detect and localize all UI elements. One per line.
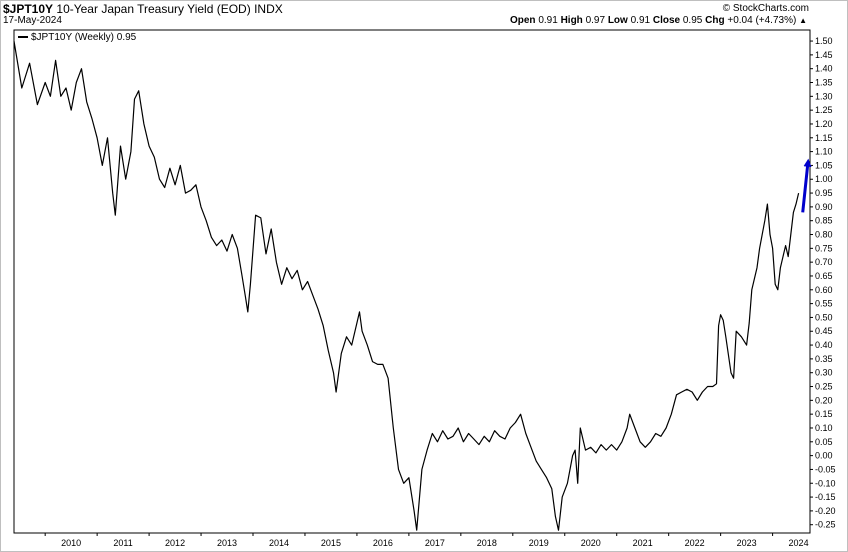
y-tick-label: 0.30 bbox=[815, 368, 833, 378]
y-tick-label: 0.55 bbox=[815, 299, 833, 309]
y-tick-label: -0.15 bbox=[815, 492, 836, 502]
high-label: High bbox=[560, 15, 583, 26]
symbol-label: $JPT10Y bbox=[3, 2, 54, 16]
x-tick-label: 2021 bbox=[633, 538, 653, 548]
y-tick-label: 0.70 bbox=[815, 257, 833, 267]
chg-value: +0.04 (+4.73%) bbox=[727, 15, 797, 26]
y-tick-label: 0.65 bbox=[815, 271, 833, 281]
up-arrow-annotation bbox=[801, 158, 812, 213]
y-tick-label: 1.50 bbox=[815, 36, 833, 46]
x-tick-label: 2022 bbox=[685, 538, 705, 548]
y-tick-label: 0.80 bbox=[815, 230, 833, 240]
low-label: Low bbox=[607, 15, 628, 26]
y-tick-label: 1.10 bbox=[815, 147, 833, 157]
y-tick-label: 1.20 bbox=[815, 119, 833, 129]
y-tick-label: 1.35 bbox=[815, 78, 833, 88]
x-tick-label: 2015 bbox=[321, 538, 341, 548]
y-tick-label: 0.20 bbox=[815, 395, 833, 405]
low-value: 0.91 bbox=[630, 15, 651, 26]
y-tick-label: 0.15 bbox=[815, 409, 833, 419]
x-tick-label: 2010 bbox=[61, 538, 81, 548]
y-tick-label: -0.20 bbox=[815, 506, 836, 516]
x-tick-label: 2013 bbox=[217, 538, 237, 548]
up-triangle-icon: ▲ bbox=[799, 16, 807, 25]
y-tick-label: 0.00 bbox=[815, 451, 833, 461]
x-tick-label: 2017 bbox=[425, 538, 445, 548]
x-tick-label: 2020 bbox=[581, 538, 601, 548]
y-tick-label: 0.50 bbox=[815, 312, 833, 322]
x-tick-label: 2016 bbox=[373, 538, 393, 548]
y-tick-label: 1.40 bbox=[815, 64, 833, 74]
x-tick-label: 2011 bbox=[113, 538, 132, 548]
y-tick-label: 0.95 bbox=[815, 188, 833, 198]
close-value: 0.95 bbox=[682, 15, 703, 26]
open-label: Open bbox=[509, 15, 536, 26]
y-tick-label: 0.10 bbox=[815, 423, 833, 433]
y-tick-label: 0.90 bbox=[815, 202, 833, 212]
x-axis: 2010 2011 2012 2013 2014 2015 2016 2017 2018 2019… bbox=[44, 533, 809, 548]
y-tick-label: 1.05 bbox=[815, 160, 833, 170]
y-tick-label: 1.00 bbox=[815, 174, 833, 184]
description-label: 10-Year Japan Treasury Yield (EOD) bbox=[56, 2, 251, 16]
y-tick-label: 0.60 bbox=[815, 285, 833, 295]
y-tick-label: 0.05 bbox=[815, 437, 833, 447]
legend: $JPT10Y (Weekly) 0.95 bbox=[18, 32, 137, 43]
y-tick-label: -0.10 bbox=[815, 478, 836, 488]
y-tick-label: -0.25 bbox=[815, 520, 836, 530]
plot-area bbox=[13, 29, 811, 534]
y-tick-label: 1.25 bbox=[815, 105, 833, 115]
x-tick-label: 2012 bbox=[165, 538, 185, 548]
high-value: 0.97 bbox=[585, 15, 606, 26]
ohlc-readout: Open 0.91 High 0.97 Low 0.91 Close 0.95 … bbox=[510, 15, 807, 26]
x-tick-label: 2019 bbox=[529, 538, 549, 548]
y-tick-label: 0.85 bbox=[815, 216, 833, 226]
legend-label: $JPT10Y (Weekly) 0.95 bbox=[31, 32, 137, 43]
chart-date: 17-May-2024 bbox=[3, 15, 62, 26]
brand-label: © StockCharts.com bbox=[722, 3, 809, 14]
chg-label: Chg bbox=[705, 15, 725, 26]
open-value: 0.91 bbox=[538, 15, 558, 26]
y-tick-label: 1.30 bbox=[815, 91, 833, 101]
y-tick-label: 0.45 bbox=[815, 326, 833, 336]
series-line-jpt10y bbox=[13, 41, 800, 531]
y-tick-label: 1.15 bbox=[815, 133, 833, 143]
y-tick-label: -0.05 bbox=[815, 464, 836, 474]
exchange-label: INDX bbox=[254, 2, 283, 16]
x-tick-label: 2024 bbox=[789, 538, 809, 548]
chart-symbol-line: $JPT10Y 10-Year Japan Treasury Yield (EO… bbox=[3, 2, 283, 16]
y-tick-label: 0.35 bbox=[815, 354, 833, 364]
y-tick-label: 1.45 bbox=[815, 50, 833, 60]
x-tick-label: 2014 bbox=[269, 538, 289, 548]
close-label: Close bbox=[652, 15, 681, 26]
x-tick-label: 2018 bbox=[477, 538, 497, 548]
y-tick-label: 0.40 bbox=[815, 340, 833, 350]
x-tick-label: 2023 bbox=[737, 538, 757, 548]
y-tick-label: 0.25 bbox=[815, 382, 833, 392]
y-tick-label: 0.75 bbox=[815, 243, 833, 253]
y-axis: 1.50 1.45 1.40 1.35 1.30 1.25 1.20 1.15 1.10 1.05… bbox=[810, 36, 836, 530]
